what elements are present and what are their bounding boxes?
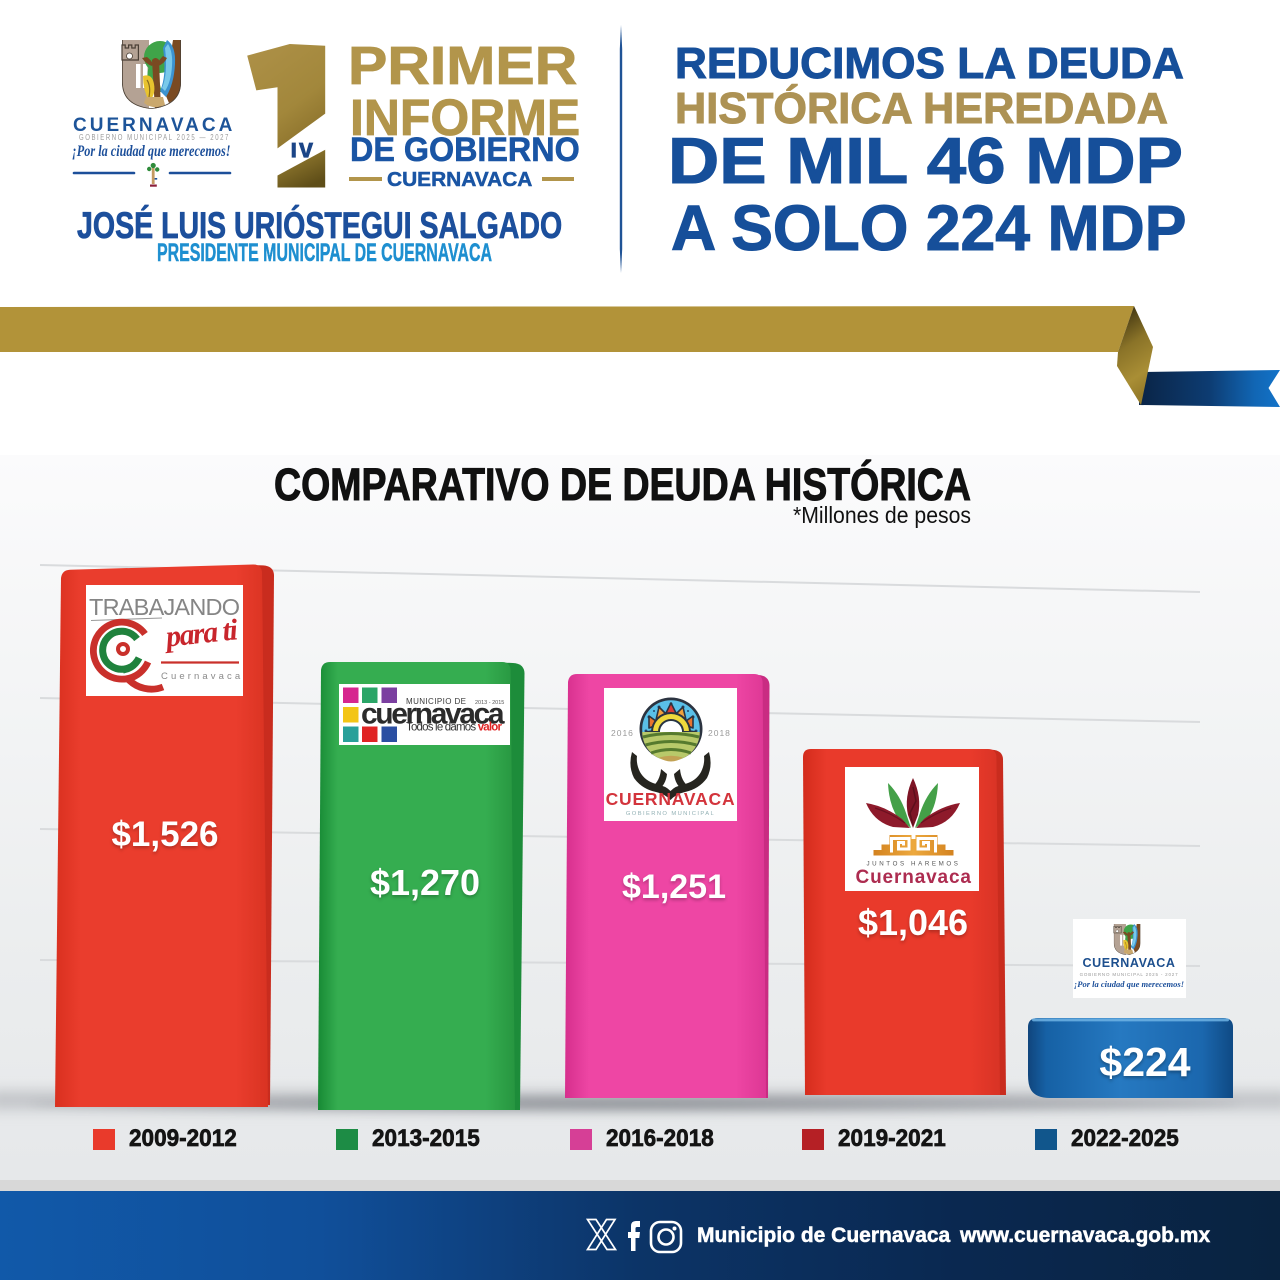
svg-text:TRABAJANDO: TRABAJANDO	[89, 594, 240, 620]
svg-text:¡Por la ciudad que merecemos!: ¡Por la ciudad que merecemos!	[1074, 979, 1184, 989]
svg-text:CUERNAVACA: CUERNAVACA	[606, 789, 736, 809]
svg-text:2013 - 2015: 2013 - 2015	[475, 700, 504, 706]
svg-text:MUNICIPIO DE: MUNICIPIO DE	[406, 697, 466, 706]
svg-text:Todos le damos valor: Todos le damos valor	[406, 722, 503, 734]
svg-text:CUERNAVACA: CUERNAVACA	[1082, 956, 1175, 970]
svg-text:JUNTOS HAREMOS: JUNTOS HAREMOS	[866, 861, 960, 868]
svg-text:Cuernavaca: Cuernavaca	[856, 867, 972, 888]
svg-text:2018: 2018	[708, 728, 731, 738]
svg-text:2016: 2016	[611, 728, 634, 738]
svg-text:GOBIERNO MUNICIPAL 2025 - 2027: GOBIERNO MUNICIPAL 2025 - 2027	[1080, 972, 1179, 977]
svg-text:GOBIERNO MUNICIPAL: GOBIERNO MUNICIPAL	[626, 811, 715, 817]
svg-text:para ti: para ti	[161, 613, 240, 654]
svg-text:cuernavaca: cuernavaca	[361, 698, 505, 731]
svg-text:Cuernavaca: Cuernavaca	[161, 671, 243, 682]
